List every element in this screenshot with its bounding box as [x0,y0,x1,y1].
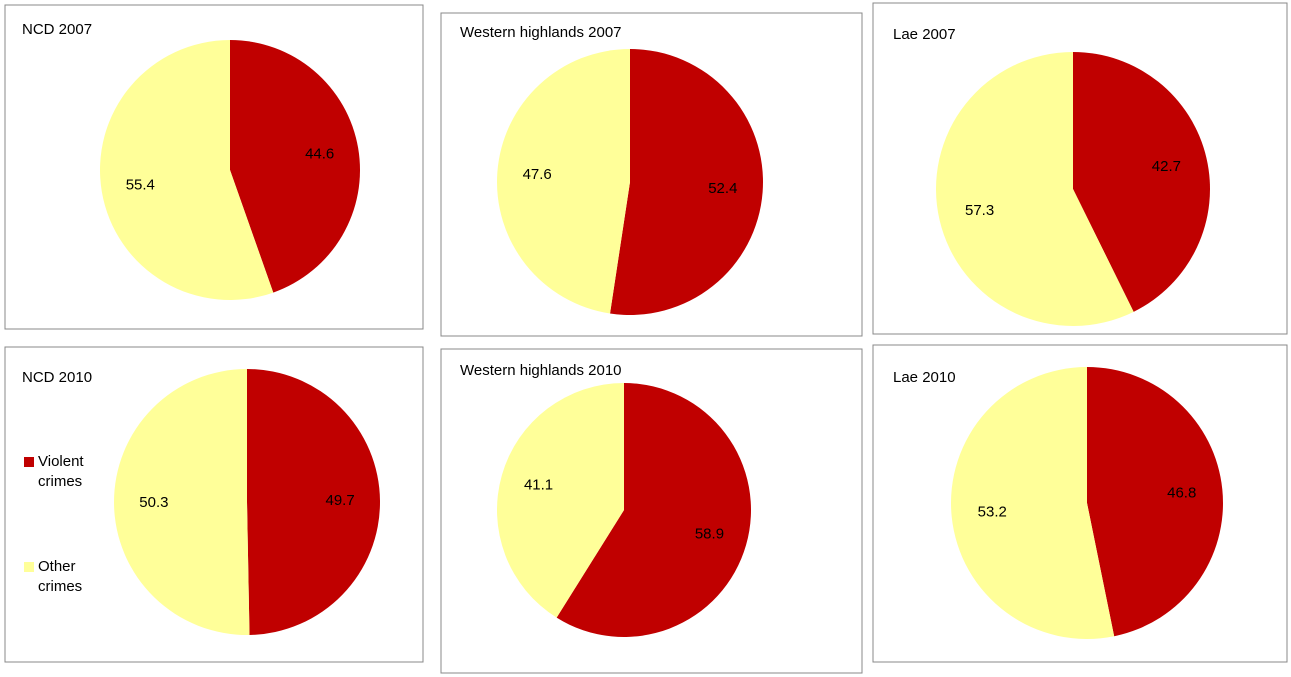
pie-slice [556,383,752,637]
chart-title: Western highlands 2010 [460,362,622,379]
chart-title: Lae 2010 [893,369,956,386]
pie-slice [100,40,274,300]
pie-slice [610,49,764,315]
pie-slice [497,49,630,314]
chart-title: Western highlands 2007 [460,24,622,41]
data-label: 41.1 [524,476,553,493]
legend-swatch [24,457,34,467]
data-label: 42.7 [1152,158,1181,175]
pie-slice [1073,52,1210,312]
pie-slice [1087,367,1224,637]
pie-slice [497,383,624,618]
data-label: 55.4 [126,176,155,193]
chart-title: NCD 2007 [22,21,92,38]
data-label: 44.6 [305,146,334,163]
data-label: 50.3 [139,494,168,511]
data-label: 46.8 [1167,484,1196,501]
data-label: 53.2 [978,504,1007,521]
legend-label: Other crimes [38,558,83,595]
pie-slice [247,368,381,635]
data-label: 58.9 [695,526,724,543]
pie-slice [114,369,250,636]
chart-title: Lae 2007 [893,26,956,43]
pie-slice [230,40,360,293]
pie-slice [951,367,1115,639]
chart-title: NCD 2010 [22,369,92,386]
data-label: 52.4 [708,180,737,197]
data-label: 57.3 [965,202,994,219]
data-label: 49.7 [325,492,354,509]
legend-swatch [24,562,34,572]
data-label: 47.6 [523,166,552,183]
pie-slice [935,52,1134,327]
legend-label: Violent crimes [38,453,84,490]
